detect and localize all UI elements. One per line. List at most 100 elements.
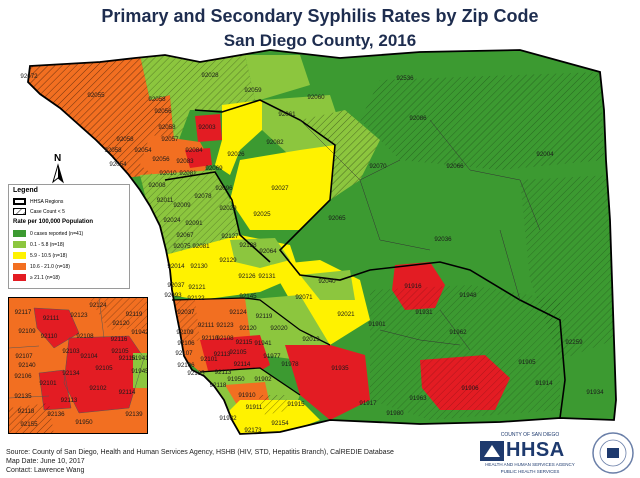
zip-label-92135: 92135 (14, 393, 32, 400)
zip-label-91978: 91978 (281, 361, 299, 368)
zip-label-92134: 92134 (62, 370, 80, 377)
hatch-swatch (13, 208, 26, 215)
zip-label-92118: 92118 (210, 382, 227, 389)
zip-label-92154: 92154 (271, 420, 289, 427)
zip-label-92058: 92058 (158, 124, 176, 131)
zip-label-92081: 92081 (179, 170, 197, 177)
zip-label-92117: 92117 (15, 309, 32, 316)
zip-label-92083: 92083 (176, 158, 194, 165)
zip-label-91963: 91963 (409, 395, 427, 402)
zip-label-92059: 92059 (244, 87, 262, 94)
zip-label-92060: 92060 (307, 94, 325, 101)
zip-label-91914: 91914 (535, 380, 553, 387)
legend-class-4: ≥ 21.1 (n=18) (13, 274, 60, 281)
swatch (13, 263, 26, 270)
inset-zip-labels: 92124 92117 92123 92111 92119 92120 92109 92110… (14, 302, 148, 428)
zip-label-92136: 92136 (47, 411, 65, 418)
zip-label-92091: 92091 (185, 220, 203, 227)
zip-label-92113: 92113 (214, 351, 231, 358)
zip-label-92123: 92123 (70, 312, 88, 319)
zip-label-92058: 92058 (116, 136, 134, 143)
zip-label-92093: 92093 (164, 292, 182, 299)
zip-label-91945: 91945 (131, 368, 148, 375)
swatch (13, 230, 26, 237)
zip-label-92135: 92135 (187, 370, 205, 377)
zip-label-92111: 92111 (43, 315, 60, 322)
legend-hatch-label: Case Count < 5 (30, 208, 65, 215)
logo-county: COUNTY OF SAN DIEGO (500, 432, 560, 438)
class-label: 10.6 - 21.0 (n=18) (30, 263, 70, 270)
zip-label-92107: 92107 (15, 353, 33, 360)
zip-label-92121: 92121 (188, 284, 206, 291)
zip-label-92122: 92122 (187, 295, 205, 302)
zip-label-92014: 92014 (167, 263, 185, 270)
zip-label-92104: 92104 (80, 353, 98, 360)
zip-label-92119: 92119 (126, 311, 143, 318)
hhsa-logo: COUNTY OF SAN DIEGO HHSA HEALTH AND HUMA… (478, 432, 582, 476)
swatch (13, 241, 26, 248)
legend-class-2: 5.9 - 10.5 (n=18) (13, 252, 67, 259)
zip-label-91910: 91910 (238, 392, 256, 399)
class-label: 5.9 - 10.5 (n=18) (30, 252, 68, 259)
zip-label-92113: 92113 (61, 397, 78, 404)
zip-label-91948: 91948 (459, 292, 477, 299)
zip-label-91950: 91950 (75, 419, 93, 426)
zip-label-92081: 92081 (192, 243, 210, 250)
zip-label-92010: 92010 (159, 170, 177, 177)
logo-agency: HEALTH AND HUMAN SERVICES AGENCY (485, 462, 575, 467)
zip-label-91916: 91916 (404, 283, 422, 290)
zip-label-92115: 92115 (236, 339, 253, 346)
zip-label-92058: 92058 (104, 147, 122, 154)
zip-label-92131: 92131 (258, 273, 276, 280)
zip-label-92056: 92056 (152, 156, 170, 163)
zip-label-91935: 91935 (331, 365, 349, 372)
zip-label-92070: 92070 (369, 163, 387, 170)
zip-label-92071: 92071 (295, 294, 313, 301)
zip-label-92029: 92029 (219, 205, 237, 212)
zip-label-92140: 92140 (18, 362, 36, 369)
zip-label-92101: 92101 (200, 356, 218, 363)
map-date: Map Date: June 10, 2017 (6, 458, 85, 465)
zip-label-92124: 92124 (89, 302, 107, 309)
zip-label-92103: 92103 (62, 348, 80, 355)
zip-label-92120: 92120 (239, 325, 257, 332)
zip-label-91917: 91917 (359, 400, 377, 407)
north-label: N (54, 153, 61, 164)
zip-label-92115: 92115 (119, 355, 136, 362)
zip-label-92066: 92066 (446, 163, 464, 170)
legend: Legend HHSA Regions Case Count < 5 Rate … (8, 184, 130, 289)
zip-label-92106: 92106 (14, 373, 32, 380)
zip-label-92004: 92004 (536, 151, 554, 158)
zip-label-92011: 92011 (157, 197, 174, 204)
zip-label-91906: 91906 (461, 385, 479, 392)
zip-label-91941: 91941 (254, 340, 272, 347)
zip-label-92101: 92101 (39, 380, 57, 387)
zip-label-92024: 92024 (163, 217, 181, 224)
zip-label-92036: 92036 (434, 236, 452, 243)
legend-rate-heading: Rate per 100,000 Population (13, 219, 94, 225)
legend-title: Legend (13, 187, 38, 194)
zip-label-92108: 92108 (216, 335, 234, 342)
map-subtitle: San Diego County, 2016 (223, 31, 417, 50)
zip-label-92536: 92536 (396, 75, 414, 82)
zip-label-92105: 92105 (95, 365, 113, 372)
zip-label-92128: 92128 (239, 242, 257, 249)
zip-label-91941: 91941 (131, 355, 148, 362)
zip-label-92118: 92118 (18, 408, 35, 415)
legend-class-1: 0.1 - 5.8 (n=18) (13, 241, 64, 248)
hhsa-emblem-icon (480, 441, 504, 461)
class-label: 0.1 - 5.8 (n=18) (30, 241, 65, 248)
zip-label-92114: 92114 (119, 389, 136, 396)
zip-label-92065: 92065 (328, 215, 346, 222)
zip-label-92058: 92058 (148, 96, 166, 103)
zip-labels: 92672 92055 92028 92536 92058 92059 92060 92056… (20, 72, 604, 434)
zip-label-92102: 92102 (89, 385, 107, 392)
zip-label-92124: 92124 (229, 309, 247, 316)
zip-label-92040: 92040 (318, 278, 336, 285)
zip-label-92108: 92108 (76, 333, 94, 340)
zip-label-91911: 91911 (246, 404, 263, 411)
hhsa-regions (27, 49, 617, 435)
zip-label-92105: 92105 (111, 348, 129, 355)
map-title: Primary and Secondary Syphilis Rates by … (101, 6, 539, 26)
zip-label-92084: 92084 (185, 147, 203, 154)
